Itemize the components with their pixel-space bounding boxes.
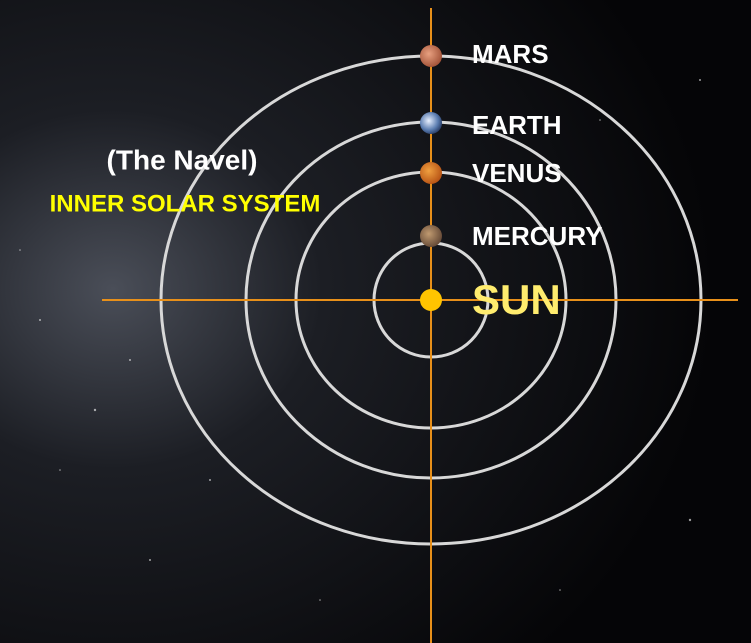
- mars: [420, 45, 442, 67]
- page: {"header": {"title": "(The Navel)", "sub…: [0, 0, 751, 643]
- planet-label: VENUS: [472, 158, 562, 188]
- planet-label: EARTH: [472, 110, 562, 140]
- sun-label: SUN: [472, 276, 561, 323]
- planet-label: MERCURY: [472, 221, 602, 251]
- venus: [420, 162, 442, 184]
- background: [0, 0, 751, 643]
- subtitle: INNER SOLAR SYSTEM: [50, 190, 321, 217]
- earth: [420, 112, 442, 134]
- planet-label: MARS: [472, 39, 549, 69]
- diagram: MARS EARTH VENUS MERCURY SUN (The Navel)…: [0, 0, 751, 643]
- title: (The Navel): [107, 144, 258, 175]
- sun: [420, 289, 442, 311]
- mercury: [420, 225, 442, 247]
